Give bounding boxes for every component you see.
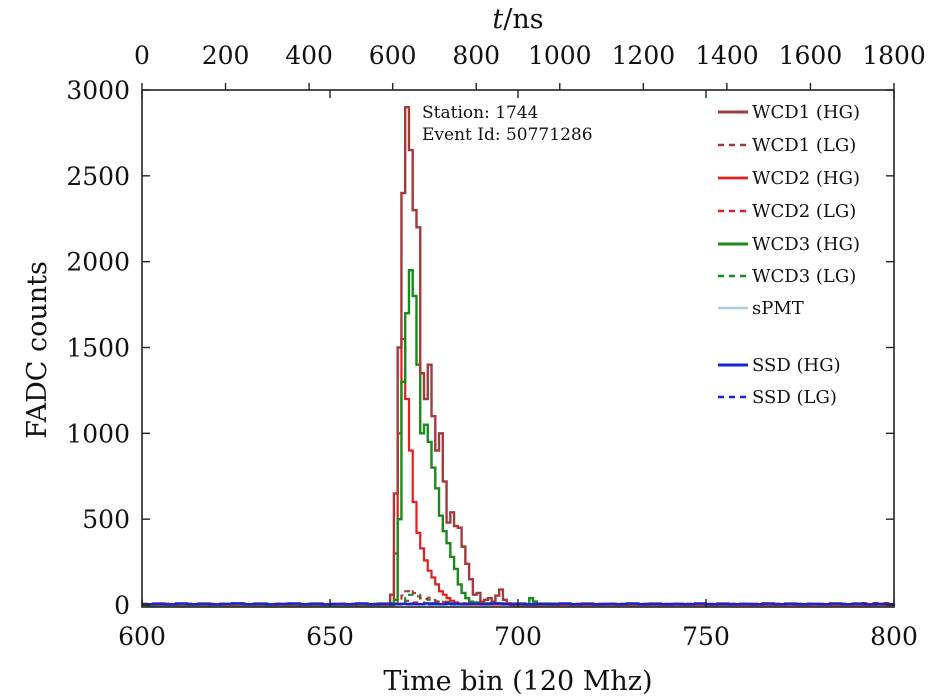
- x-tick-label: 800: [870, 622, 918, 651]
- legend-label-wcd1-hg: WCD1 (HG): [752, 102, 860, 123]
- series-line-ssd-hg: [142, 602, 896, 606]
- y-tick-label: 0: [114, 591, 130, 620]
- station-annotation: Station: 1744: [422, 103, 538, 123]
- x-tick-label: 700: [494, 622, 542, 651]
- legend-label-wcd1-lg: WCD1 (LG): [752, 135, 856, 156]
- top-tick-label: 1200: [612, 41, 676, 70]
- tick-layer: 600 650 700 750 8000500100015002000250030000…: [66, 41, 925, 651]
- legend-label-ssd-lg: SSD (LG): [752, 387, 837, 408]
- legend-label-spmt: sPMT: [752, 298, 804, 319]
- top-axis-title: t/ns: [492, 4, 543, 35]
- legend-label-wcd2-hg: WCD2 (HG): [752, 168, 860, 189]
- series-line-wcd1-lg: [142, 588, 894, 606]
- y-tick-label: 1500: [66, 334, 130, 363]
- y-tick-label: 2500: [66, 162, 130, 191]
- x-tick-label: 650: [306, 622, 354, 651]
- top-tick-label: 400: [285, 41, 333, 70]
- legend: WCD1 (HG) WCD1 (LG) WCD2 (HG) WCD2 (LG) WCD3…: [718, 102, 860, 408]
- x-axis-title: Time bin (120 Mhz): [383, 666, 652, 697]
- legend-label-wcd2-lg: WCD2 (LG): [752, 201, 856, 222]
- legend-label-wcd3-hg: WCD3 (HG): [752, 234, 860, 255]
- top-axis-title-variable: t: [492, 4, 503, 35]
- top-tick-label: 200: [202, 41, 250, 70]
- top-tick-label: 600: [369, 41, 417, 70]
- top-tick-label: 1800: [862, 41, 926, 70]
- y-tick-label: 2000: [66, 248, 130, 277]
- y-tick-label: 500: [82, 505, 130, 534]
- event-id-annotation: Event Id: 50771286: [422, 125, 593, 145]
- x-tick-label: 750: [682, 622, 730, 651]
- x-tick-label: 600: [118, 622, 166, 651]
- y-axis-title: FADC counts: [22, 261, 53, 439]
- top-axis-title-unit: /ns: [503, 4, 543, 35]
- top-tick-label: 1000: [528, 41, 592, 70]
- y-tick-label: 3000: [66, 76, 130, 105]
- y-tick-label: 1000: [66, 419, 130, 448]
- legend-label-wcd3-lg: WCD3 (LG): [752, 266, 856, 287]
- legend-label-ssd-hg: SSD (HG): [752, 355, 841, 376]
- series-layer: [142, 105, 896, 607]
- series-line-wcd2-hg: [142, 337, 894, 607]
- series-line-wcd1-hg: [142, 105, 894, 607]
- top-tick-label: 800: [452, 41, 500, 70]
- series-line-wcd3-hg: [142, 269, 894, 607]
- top-tick-label: 0: [134, 41, 150, 70]
- top-tick-label: 1600: [779, 41, 843, 70]
- top-tick-label: 1400: [695, 41, 759, 70]
